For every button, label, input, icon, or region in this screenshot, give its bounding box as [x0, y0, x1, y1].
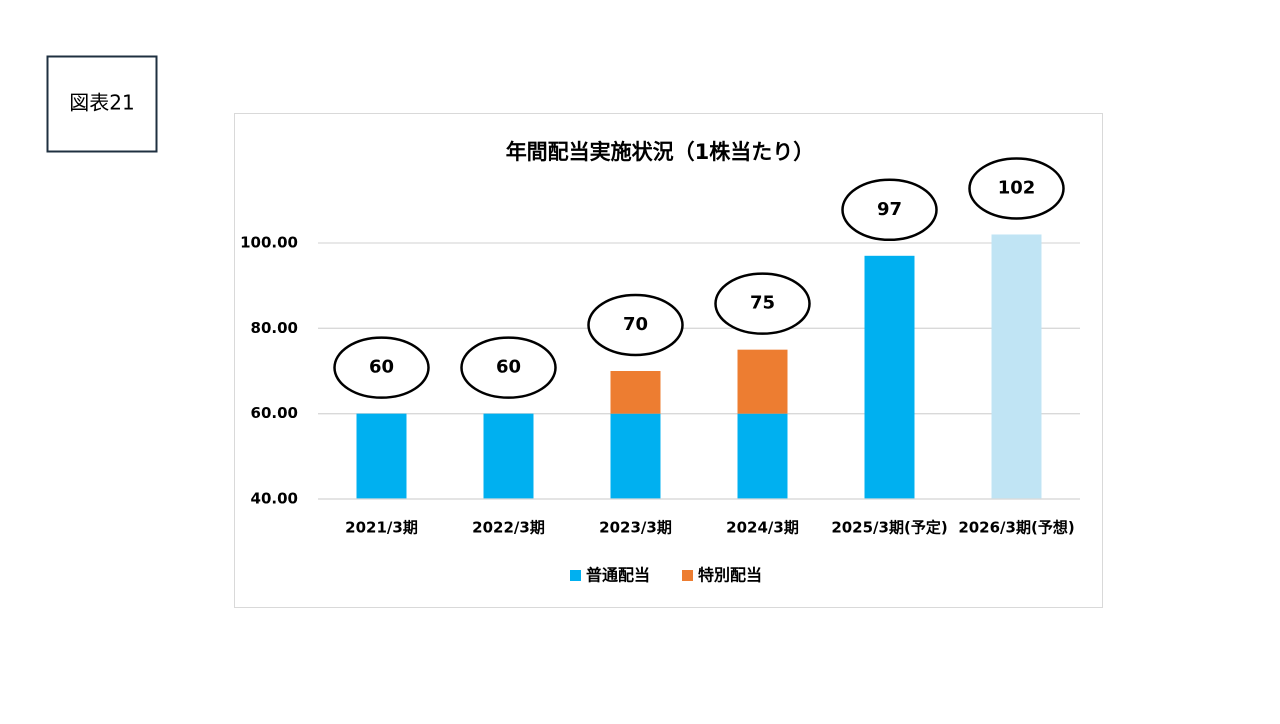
total-label: 70 [623, 314, 648, 335]
bar-segment [991, 234, 1042, 499]
x-tick-label: 2023/3期 [599, 519, 672, 537]
figure-label-box [46, 55, 158, 153]
bar-segment [483, 413, 534, 499]
total-label: 97 [877, 199, 902, 220]
bar-segment [737, 413, 788, 499]
figure-label: 図表21 [69, 91, 134, 115]
y-tick-label: 40.00 [251, 490, 298, 508]
bar-segment [737, 349, 788, 414]
x-tick-label: 2026/3期(予想) [958, 519, 1074, 537]
y-tick-label: 80.00 [251, 319, 298, 337]
bar-segment [610, 413, 661, 499]
x-tick-label: 2021/3期 [345, 519, 418, 537]
total-label-ellipse [968, 157, 1065, 220]
total-label-ellipse [333, 336, 430, 399]
total-label: 75 [750, 293, 775, 314]
total-label-ellipse [714, 272, 811, 335]
total-label: 60 [496, 357, 521, 378]
total-label-ellipse [460, 336, 557, 399]
legend-label: 特別配当 [698, 566, 762, 585]
chart-title: 年間配当実施状況（1株当たり） [506, 140, 815, 164]
bar-segment [610, 371, 661, 414]
total-label-ellipse [841, 178, 938, 242]
x-tick-label: 2024/3期 [726, 519, 799, 537]
legend-swatch [682, 570, 693, 581]
y-tick-label: 60.00 [251, 404, 298, 422]
bar-segment [356, 413, 407, 499]
y-tick-label: 100.00 [240, 234, 298, 252]
total-label: 60 [369, 357, 394, 378]
legend-label: 普通配当 [586, 566, 650, 585]
bar-segment [864, 255, 915, 499]
legend-swatch [570, 570, 581, 581]
x-tick-label: 2025/3期(予定) [831, 519, 947, 537]
total-label-ellipse [587, 293, 684, 357]
x-tick-label: 2022/3期 [472, 519, 545, 537]
total-label: 102 [998, 177, 1036, 198]
